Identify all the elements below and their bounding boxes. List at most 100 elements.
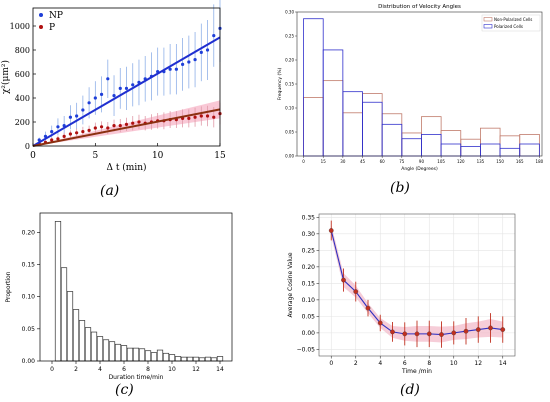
y-axis-label: Average Cosine Value (287, 252, 294, 317)
x-tick-label: 60 (380, 159, 386, 164)
point-NP (181, 62, 185, 66)
y-tick-label: 0.25 (302, 247, 316, 254)
bar-polarized-cells (519, 143, 540, 157)
x-tick-label: 12 (192, 366, 200, 373)
point-P (124, 122, 129, 126)
y-tick-label: −0.05 (297, 346, 316, 353)
axes-frame (32, 7, 221, 147)
x-tick-label: 120 (457, 159, 465, 164)
x-tick-label: 0 (50, 366, 54, 373)
point-NP (56, 125, 60, 129)
y-axis-label: Frequency (%) (277, 68, 283, 101)
point-P (193, 115, 197, 119)
x-tick-label: 2 (354, 360, 358, 367)
axes-frame (318, 213, 516, 357)
y-tick-label: 0.05 (302, 313, 316, 320)
point-NP (193, 58, 197, 62)
bar-polarized-cells (480, 143, 501, 157)
x-axis-label: Time /min (401, 368, 432, 375)
x-tick-label: 45 (360, 159, 366, 164)
point-NP (205, 48, 210, 52)
bar (144, 350, 152, 362)
bar-non-polarized-cells (342, 112, 363, 157)
bar-polarized-cells (460, 145, 481, 157)
chart-a: 0 5 10 15 0 200 400 600 800 1000 Δ t (min) χ²(μm²) N… (0, 0, 226, 173)
y-tick-label: 0.35 (302, 214, 316, 221)
bar (180, 356, 188, 362)
bar (54, 221, 62, 362)
point-P (87, 128, 91, 132)
y-tick-label: 0.10 (302, 297, 316, 304)
point (353, 289, 359, 294)
x-tick-label: 6 (122, 366, 126, 373)
bar (102, 339, 110, 362)
x-tick-label: 10 (152, 151, 164, 161)
x-tick-label: 15 (214, 151, 226, 161)
y-tick-label: 1000 (10, 22, 30, 31)
chart-b: Distribution of Velocity Angles 0 15 30 45 60… (277, 4, 544, 172)
point (414, 331, 420, 337)
bar-non-polarized-cells (519, 133, 540, 157)
y-tick-label: 200 (15, 118, 30, 127)
y-tick-label: 0.20 (302, 264, 316, 271)
x-axis-label: Duration time/min (109, 374, 164, 380)
x-tick-label: 165 (516, 159, 524, 164)
point (439, 332, 444, 337)
caption-d: (d) (400, 382, 420, 398)
fit-line-NP (32, 36, 221, 147)
bar (84, 327, 92, 362)
point-P (118, 124, 122, 128)
bar (66, 291, 74, 362)
confidence-band-P (33, 100, 220, 146)
point-NP (124, 86, 129, 90)
bar (114, 343, 122, 362)
bar (156, 349, 164, 362)
bar-non-polarized-cells (362, 93, 383, 157)
point-NP (131, 83, 135, 87)
axes-frame (296, 11, 543, 157)
point-NP (106, 77, 110, 81)
y-tick-label: 0.30 (285, 10, 294, 15)
y-tick-label: 0.10 (285, 106, 294, 111)
x-tick-label: 75 (399, 159, 405, 164)
axes-frame (39, 212, 233, 362)
point-NP (50, 130, 54, 134)
x-tick-label: 135 (477, 159, 485, 164)
legend-label-NP: NP (49, 11, 63, 21)
y-tick-label: 0.15 (22, 261, 36, 268)
bar (120, 345, 128, 362)
x-tick-label: 4 (98, 366, 102, 373)
y-tick-label: 0.05 (285, 130, 294, 135)
point-P (199, 114, 203, 118)
bar (204, 356, 212, 362)
y-tick-label: 0.05 (22, 326, 36, 333)
bar (60, 267, 68, 362)
y-tick-label: 0.15 (302, 280, 316, 287)
point (475, 327, 481, 332)
x-tick-label: 8 (427, 360, 431, 367)
bar-non-polarized-cells (480, 127, 501, 157)
point-NP (93, 96, 97, 100)
bar (90, 331, 98, 362)
point-P (187, 116, 191, 120)
bar (192, 356, 200, 362)
bar-non-polarized-cells (381, 113, 403, 157)
bar (216, 356, 224, 362)
point (463, 328, 469, 334)
chart-c: 0 2 4 6 8 10 12 14 0.00 0.05 0.10 0.15 0.20 Duration … (5, 212, 233, 380)
point-P (137, 120, 141, 124)
point-NP (87, 101, 91, 105)
point-NP (168, 67, 172, 71)
bar (126, 347, 134, 362)
legend-swatch (483, 24, 493, 29)
point-NP (99, 92, 104, 96)
bar (72, 309, 80, 362)
x-tick-label: 4 (378, 360, 382, 367)
point-NP (187, 60, 191, 64)
bar (108, 341, 116, 362)
point-P (106, 126, 110, 130)
y-tick-label: 0.20 (285, 58, 294, 63)
point (365, 305, 371, 311)
bar-polarized-cells (362, 101, 383, 157)
bar (96, 336, 104, 362)
